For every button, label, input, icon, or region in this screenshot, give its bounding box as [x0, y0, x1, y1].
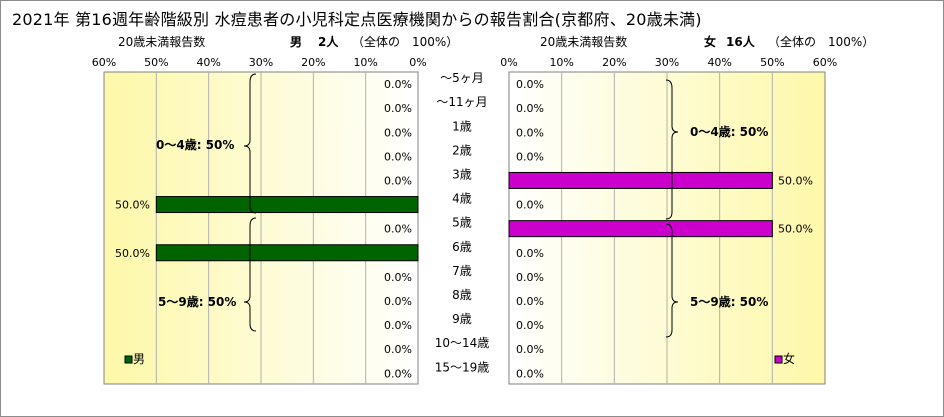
- male-data-label: 0.0%: [384, 319, 412, 332]
- male-bar: [155, 244, 419, 262]
- male-data-label: 0.0%: [384, 367, 412, 380]
- male-data-label: 0.0%: [384, 295, 412, 308]
- male-brace-5-9: [243, 217, 257, 332]
- age-category-label: 〜11ヶ月: [436, 95, 487, 109]
- female-data-label: 50.0%: [778, 223, 813, 236]
- female-data-label: 0.0%: [516, 343, 544, 356]
- female-data-label: 0.0%: [516, 126, 544, 139]
- female-x-tick-label: 50%: [760, 56, 784, 69]
- female-brace-5-9: [665, 223, 679, 338]
- male-data-label: 0.0%: [384, 174, 412, 187]
- female-x-tick-label: 0%: [500, 56, 517, 69]
- age-category-labels: 〜5ヶ月〜11ヶ月 1歳 2歳 3歳 4歳 5歳 6歳 7歳 8歳 9歳 10〜14歳 15〜19歳: [435, 71, 490, 374]
- female-x-tick-label: 40%: [707, 56, 731, 69]
- male-x-tick-label: 50%: [144, 56, 168, 69]
- male-data-label: 0.0%: [384, 126, 412, 139]
- male-x-tick-label: 10%: [353, 56, 377, 69]
- chart-title: 2021年 第16週年齢階級別 水痘患者の小児科定点医療機関からの報告割合(京都…: [12, 10, 702, 29]
- female-bar: [508, 171, 773, 189]
- male-total-note: （全体の 100%）: [352, 35, 459, 49]
- female-data-label: 0.0%: [516, 271, 544, 284]
- age-category-label: 3歳: [452, 167, 472, 181]
- male-legend-label: 男: [133, 352, 145, 366]
- male-brace-0-4: [243, 73, 257, 214]
- age-category-label: 10〜14歳: [435, 336, 490, 350]
- age-category-label: 1歳: [452, 119, 472, 133]
- female-group-label-0-4: 0〜4歳: 50%: [690, 124, 768, 139]
- female-x-tick-label: 10%: [549, 56, 573, 69]
- age-category-label: 4歳: [452, 192, 472, 206]
- age-category-label: 5歳: [452, 216, 472, 230]
- female-data-label: 0.0%: [516, 150, 544, 163]
- female-legend-label: 女: [783, 351, 795, 366]
- male-subtitle-label: 20歳未満報告数: [118, 35, 206, 49]
- male-x-tick-label: 30%: [249, 56, 273, 69]
- male-x-tick-label: 0%: [409, 56, 426, 69]
- female-data-label: 0.0%: [516, 102, 544, 115]
- age-category-label: 7歳: [452, 264, 472, 278]
- female-data-label: 0.0%: [516, 247, 544, 260]
- female-group-label-5-9: 5〜9歳: 50%: [690, 294, 768, 309]
- female-panel: 0% 10% 20% 30% 40% 50% 60% 0.0% 0.0% 0.0% 0.0% 50.0…: [500, 56, 837, 385]
- male-data-label: 0.0%: [384, 78, 412, 91]
- male-count: 2人: [318, 35, 339, 49]
- female-x-tick-label: 20%: [602, 56, 626, 69]
- female-x-tick-label: 60%: [813, 56, 837, 69]
- male-panel: 60% 50% 40% 30% 20% 10% 0% 0.0% 0.0% 0.0% 0.0% 0.0%…: [92, 56, 427, 385]
- age-category-label: 6歳: [452, 240, 472, 254]
- female-count: 16人: [726, 35, 755, 49]
- male-data-label: 0.0%: [384, 223, 412, 236]
- age-category-label: 15〜19歳: [435, 360, 490, 374]
- male-data-label: 0.0%: [384, 271, 412, 284]
- female-sex-label: 女: [704, 35, 717, 49]
- male-legend-swatch: [124, 355, 133, 364]
- female-total-note: （全体の 100%）: [768, 35, 875, 49]
- male-sex-label: 男: [290, 35, 303, 49]
- female-data-label: 0.0%: [516, 199, 544, 212]
- male-data-label: 0.0%: [384, 150, 412, 163]
- female-legend-swatch: [774, 355, 783, 364]
- male-data-label: 50.0%: [115, 199, 150, 212]
- age-category-label: 2歳: [452, 143, 472, 157]
- male-x-tick-label: 40%: [196, 56, 220, 69]
- male-data-label: 50.0%: [115, 247, 150, 260]
- male-group-label-0-4: 0〜4歳: 50%: [156, 137, 234, 152]
- male-data-label: 0.0%: [384, 102, 412, 115]
- male-data-label: 0.0%: [384, 343, 412, 356]
- female-data-label: 0.0%: [516, 367, 544, 380]
- female-subtitle-label: 20歳未満報告数: [540, 35, 628, 49]
- female-data-label: 50.0%: [778, 174, 813, 187]
- age-category-label: 8歳: [452, 288, 472, 302]
- male-x-tick-label: 20%: [301, 56, 325, 69]
- female-bar: [508, 220, 773, 238]
- female-x-tick-label: 30%: [655, 56, 679, 69]
- male-x-tick-label: 60%: [92, 56, 116, 69]
- age-category-label: 9歳: [452, 312, 472, 326]
- female-data-label: 0.0%: [516, 78, 544, 91]
- female-data-label: 0.0%: [516, 295, 544, 308]
- male-bar: [155, 196, 419, 214]
- female-data-label: 0.0%: [516, 319, 544, 332]
- male-group-label-5-9: 5〜9歳: 50%: [158, 294, 236, 309]
- female-brace-0-4: [665, 79, 679, 220]
- age-category-label: 〜5ヶ月: [440, 71, 484, 85]
